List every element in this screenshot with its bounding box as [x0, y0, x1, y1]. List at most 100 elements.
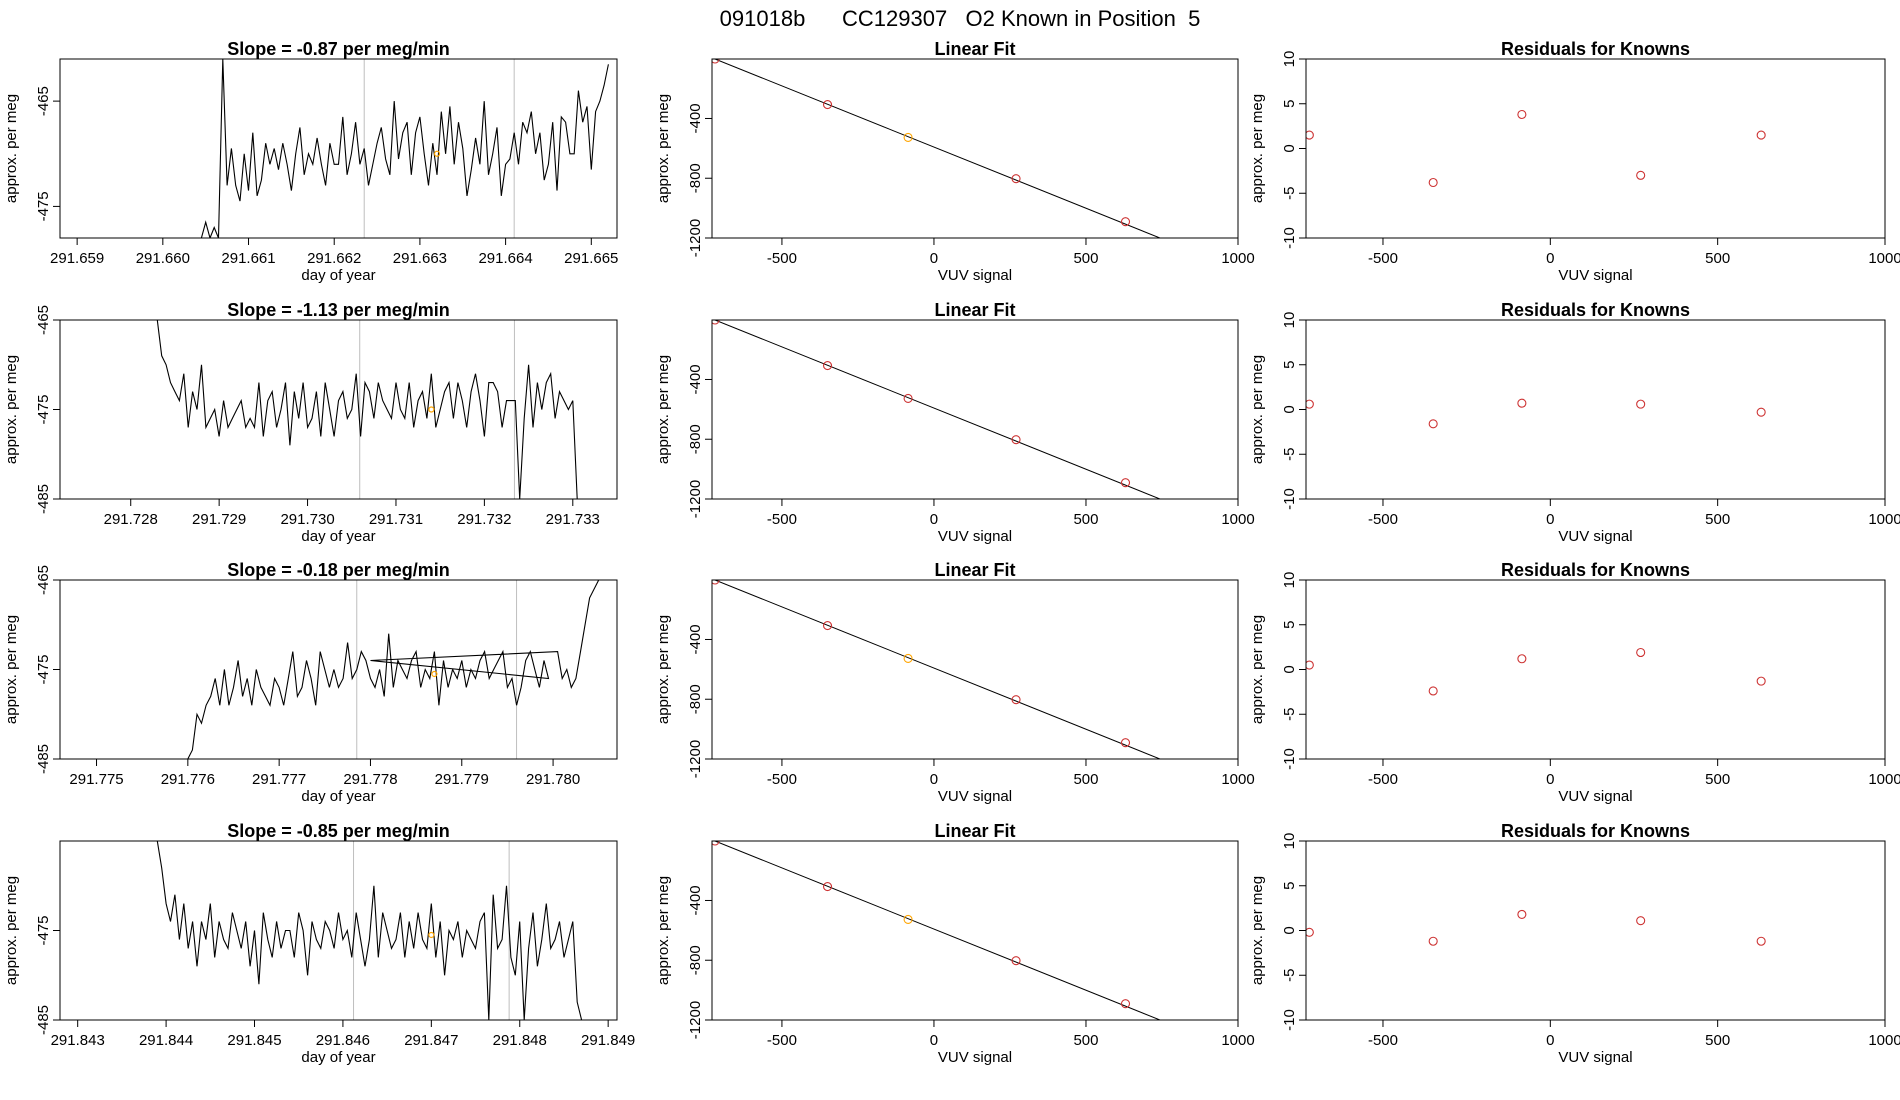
row4-linear-fit-x-tick-label: 0 — [930, 1032, 938, 1049]
row3-residuals-title: Residuals for Knowns — [1501, 560, 1690, 580]
row2-linear-fit-x-tick-label: 1000 — [1221, 511, 1254, 528]
row3-timeseries-x-tick-label: 291.779 — [435, 771, 489, 788]
row1-residuals-point — [1517, 109, 1527, 120]
row4-linear-fit-x-axis: -500 0 500 1000 — [767, 1020, 1255, 1049]
row1-residuals-y-tick-label: 10 — [1281, 51, 1298, 68]
row4-residuals-point — [1517, 909, 1527, 919]
row1-residuals-x-tick-label: 1000 — [1868, 250, 1900, 267]
row4-timeseries-x-tick-label: 291.847 — [404, 1032, 458, 1049]
row3-linear-fit-y-tick-label: -400 — [687, 624, 704, 654]
row2-linear-fit-x-tick-label: 0 — [930, 511, 938, 528]
row1-residuals-point — [1428, 177, 1438, 188]
row2-residuals-y-tick-label: -10 — [1281, 488, 1298, 510]
row3-timeseries-y-tick-label: -485 — [35, 744, 52, 774]
row4-linear-fit-y-tick-label: -1200 — [687, 1001, 704, 1039]
row2-residuals-y-tick-label: 5 — [1281, 361, 1298, 369]
row4-residuals-y-axis: -10 -5 0 5 10 — [1281, 833, 1306, 1031]
row1-residuals-title: Residuals for Knowns — [1501, 39, 1690, 59]
row4-linear-fit-x-label: VUV signal — [938, 1049, 1012, 1066]
row3-linear-fit-y-tick-label: -1200 — [687, 740, 704, 778]
row2-linear-fit-point — [903, 393, 913, 403]
row1-linear-fit-y-tick-label: -800 — [687, 163, 704, 193]
row3-residuals-x-tick-label: 500 — [1705, 771, 1730, 788]
row4-residuals-y-tick-label: 5 — [1281, 882, 1298, 890]
row2-timeseries-panel: Slope = -1.13 per meg/min 291.728 291.729 2… — [3, 300, 618, 545]
row4-linear-fit-x-tick-label: 500 — [1073, 1032, 1098, 1049]
row3-residuals-y-tick-label: 10 — [1281, 572, 1298, 589]
row1-timeseries-plot-area — [200, 59, 609, 238]
row2-linear-fit-y-axis: -400 -800 -1200 — [687, 364, 712, 518]
row4-linear-fit-frame — [711, 840, 1239, 1021]
row3-linear-fit-y-axis: -400 -800 -1200 — [687, 624, 712, 778]
row4-residuals-panel: Residuals for Knowns -500 0 500 1000 VUV sign… — [1249, 821, 1900, 1066]
row1-timeseries-y-tick-label: -475 — [35, 191, 52, 221]
row1-linear-fit-point — [1011, 174, 1021, 184]
row1-residuals-y-label: approx. per meg — [1249, 94, 1266, 203]
row4-linear-fit-y-axis: -400 -800 -1200 — [687, 885, 712, 1039]
row2-residuals-y-tick-label: 10 — [1281, 312, 1298, 329]
row1-residuals-frame — [1305, 58, 1886, 239]
row2-residuals-x-tick-label: 1000 — [1868, 511, 1900, 528]
row2-linear-fit-y-label: approx. per meg — [655, 355, 672, 464]
row1-linear-fit-x-label: VUV signal — [938, 267, 1012, 284]
row2-linear-fit-panel: Linear Fit -500 0 500 1000 VUV signal -400 -800… — [655, 300, 1255, 545]
row1-residuals-point — [1756, 130, 1766, 140]
row3-linear-fit-point — [712, 580, 720, 585]
row1-timeseries-x-label: day of year — [301, 267, 375, 284]
row2-timeseries-series-line — [156, 320, 591, 499]
row1-residuals-y-tick-label: -10 — [1281, 227, 1298, 249]
row1-timeseries-x-tick-label: 291.661 — [221, 250, 275, 267]
row4-linear-fit-point — [903, 914, 913, 924]
row2-timeseries-x-axis: 291.728 291.729 291.730 291.731 291.732 291.7… — [104, 499, 600, 528]
row4-residuals-y-tick-label: -5 — [1281, 969, 1298, 982]
row3-residuals-y-axis: -10 -5 0 5 10 — [1281, 572, 1306, 770]
row1-timeseries-x-tick-label: 291.664 — [478, 250, 532, 267]
row4-linear-fit-y-tick-label: -800 — [687, 945, 704, 975]
row4-residuals-title: Residuals for Knowns — [1501, 821, 1690, 841]
row4-linear-fit-y-tick-label: -400 — [687, 885, 704, 915]
row4-linear-fit-plot-area — [712, 841, 1162, 1020]
row4-timeseries-y-tick-label: -475 — [35, 915, 52, 945]
row4-residuals-plot-area — [1306, 909, 1766, 946]
row3-residuals-x-tick-label: -500 — [1368, 771, 1398, 788]
row1-linear-fit-y-axis: -400 -800 -1200 — [687, 103, 712, 257]
figure-title: 091018b CC129307 O2 Known in Position 5 — [720, 6, 1201, 31]
row4-timeseries-x-tick-label: 291.848 — [493, 1032, 547, 1049]
row4-linear-fit-point — [1011, 956, 1021, 966]
row1-linear-fit-point — [712, 59, 720, 64]
row4-timeseries-plot-area — [156, 841, 583, 1020]
row2-timeseries-x-tick-label: 291.733 — [546, 511, 600, 528]
row2-timeseries-title: Slope = -1.13 per meg/min — [227, 300, 450, 320]
row1-timeseries-x-axis: 291.659 291.660 291.661 291.662 291.663 291.6… — [50, 238, 618, 267]
row2-linear-fit-title: Linear Fit — [934, 300, 1015, 320]
row2-residuals-title: Residuals for Knowns — [1501, 300, 1690, 320]
row3-timeseries-frame — [59, 579, 618, 760]
row2-timeseries-y-axis: -465 -475 -485 — [35, 305, 60, 514]
row4-linear-fit-fit-line — [714, 841, 1162, 1020]
row1-linear-fit-x-axis: -500 0 500 1000 — [767, 238, 1255, 267]
row3-timeseries-y-axis: -465 -475 -485 — [35, 565, 60, 774]
row2-residuals-panel: Residuals for Knowns -500 0 500 1000 VUV sign… — [1249, 300, 1900, 545]
row1-timeseries-x-tick-label: 291.665 — [564, 250, 618, 267]
row4-residuals-point — [1756, 936, 1766, 946]
row2-linear-fit-y-tick-label: -400 — [687, 364, 704, 394]
row2-linear-fit-point — [1011, 435, 1021, 445]
row2-residuals-point — [1517, 398, 1527, 408]
row3-linear-fit-x-tick-label: -500 — [767, 771, 797, 788]
row4-timeseries-x-tick-label: 291.844 — [139, 1032, 193, 1049]
row3-residuals-y-tick-label: 5 — [1281, 621, 1298, 629]
row2-residuals-point — [1306, 399, 1314, 409]
row4-timeseries-y-axis: -475 -485 — [35, 915, 60, 1035]
row3-linear-fit-x-axis: -500 0 500 1000 — [767, 759, 1255, 788]
row1-timeseries-x-tick-label: 291.659 — [50, 250, 104, 267]
row3-residuals-x-label: VUV signal — [1558, 788, 1632, 805]
row3-timeseries-x-tick-label: 291.776 — [161, 771, 215, 788]
row2-residuals-point — [1428, 419, 1438, 429]
row1-linear-fit-panel: Linear Fit -500 0 500 1000 VUV signal -400 -800… — [655, 39, 1255, 284]
row3-linear-fit-point — [903, 653, 913, 663]
row4-linear-fit-panel: Linear Fit -500 0 500 1000 VUV signal -400 -800… — [655, 821, 1255, 1066]
row2-residuals-frame — [1305, 319, 1886, 500]
row2-timeseries-plot-area — [156, 320, 591, 499]
